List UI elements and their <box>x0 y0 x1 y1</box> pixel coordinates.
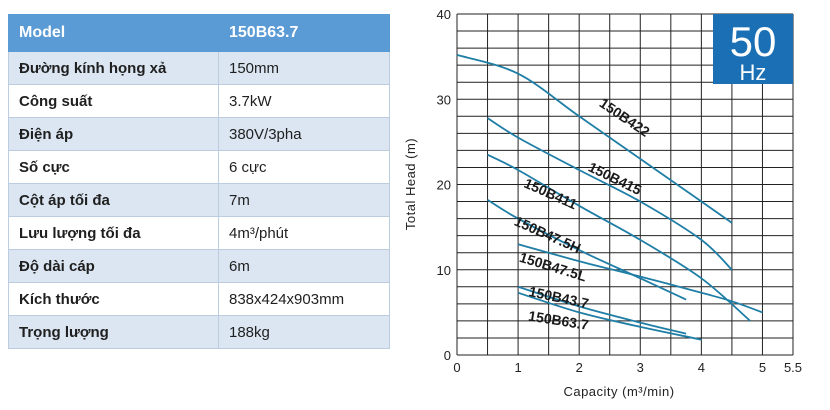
row-value: 6 cực <box>218 150 390 184</box>
row-value: 4m³/phút <box>218 216 390 250</box>
header-value: 150B63.7 <box>218 14 390 52</box>
row-label: Số cực <box>8 150 219 184</box>
row-label: Điện áp <box>8 117 219 151</box>
y-tick-label: 30 <box>437 92 451 107</box>
table-row: Số cực 6 cực <box>8 150 390 184</box>
series-line-150b415 <box>487 117 733 271</box>
row-value: 188kg <box>218 315 390 349</box>
badge-unit: Hz <box>740 60 767 85</box>
frequency-badge: 50 Hz <box>713 14 793 85</box>
table-row: Độ dài cáp 6m <box>8 249 390 283</box>
row-value: 380V/3pha <box>218 117 390 151</box>
table-row: Lưu lượng tối đa 4m³/phút <box>8 216 390 250</box>
series-labels: 150B422150B415150B411150B47.5H150B47.5L1… <box>512 95 653 333</box>
performance-chart: 0 10 20 30 40 0 1 2 3 4 5 5.5 150B422150B415150B41… <box>403 7 802 399</box>
x-tick-label: 5.5 <box>784 360 802 375</box>
badge-number: 50 <box>730 18 777 65</box>
row-label: Công suất <box>8 84 219 118</box>
row-value: 838x424x903mm <box>218 282 390 316</box>
series-line-150b43-7 <box>517 285 687 335</box>
row-label: Kích thước <box>8 282 219 316</box>
row-label: Đường kính họng xả <box>8 51 219 85</box>
y-tick-labels: 0 10 20 30 40 <box>437 7 451 363</box>
table-row: Đường kính họng xả 150mm <box>8 51 390 85</box>
series-label: 150B43.7 <box>527 283 590 311</box>
series-line-150b47-5l <box>517 243 763 314</box>
row-value: 3.7kW <box>218 84 390 118</box>
row-label: Lưu lượng tối đa <box>8 216 219 250</box>
spec-table: Model 150B63.7 Đường kính họng xả 150mm … <box>8 14 390 349</box>
x-tick-label: 3 <box>637 360 644 375</box>
row-label: Độ dài cáp <box>8 249 219 283</box>
series-label: 150B411 <box>522 175 580 213</box>
x-tick-label: 2 <box>576 360 583 375</box>
x-tick-labels: 0 1 2 3 4 5 5.5 <box>453 360 802 375</box>
y-tick-label: 10 <box>437 263 451 278</box>
series-line-150b422 <box>456 54 733 224</box>
x-tick-label: 0 <box>453 360 460 375</box>
table-header-row: Model 150B63.7 <box>8 14 390 52</box>
row-label: Trọng lượng <box>8 315 219 349</box>
table-row: Cột áp tối đa 7m <box>8 183 390 217</box>
badge-background <box>713 14 793 84</box>
row-label: Cột áp tối đa <box>8 183 219 217</box>
chart-series <box>456 54 763 341</box>
table-row: Công suất 3.7kW <box>8 84 390 118</box>
series-line-150b47-5h <box>487 199 687 301</box>
table-row: Trọng lượng 188kg <box>8 315 390 349</box>
y-tick-label: 0 <box>444 348 451 363</box>
y-axis-title: Total Head (m) <box>403 138 418 230</box>
table-row: Kích thước 838x424x903mm <box>8 282 390 316</box>
x-tick-label: 1 <box>514 360 521 375</box>
x-tick-label: 4 <box>698 360 705 375</box>
header-label: Model <box>8 14 219 52</box>
series-label: 150B63.7 <box>527 308 590 333</box>
y-tick-label: 40 <box>437 7 451 22</box>
row-value: 7m <box>218 183 390 217</box>
x-axis-title: Capacity (m³/min) <box>563 384 674 399</box>
series-line-150b411 <box>487 153 751 322</box>
y-tick-label: 20 <box>437 178 451 193</box>
row-value: 6m <box>218 249 390 283</box>
series-line-150b63-7 <box>517 291 702 341</box>
table-row: Điện áp 380V/3pha <box>8 117 390 151</box>
x-tick-label: 5 <box>759 360 766 375</box>
row-value: 150mm <box>218 51 390 85</box>
